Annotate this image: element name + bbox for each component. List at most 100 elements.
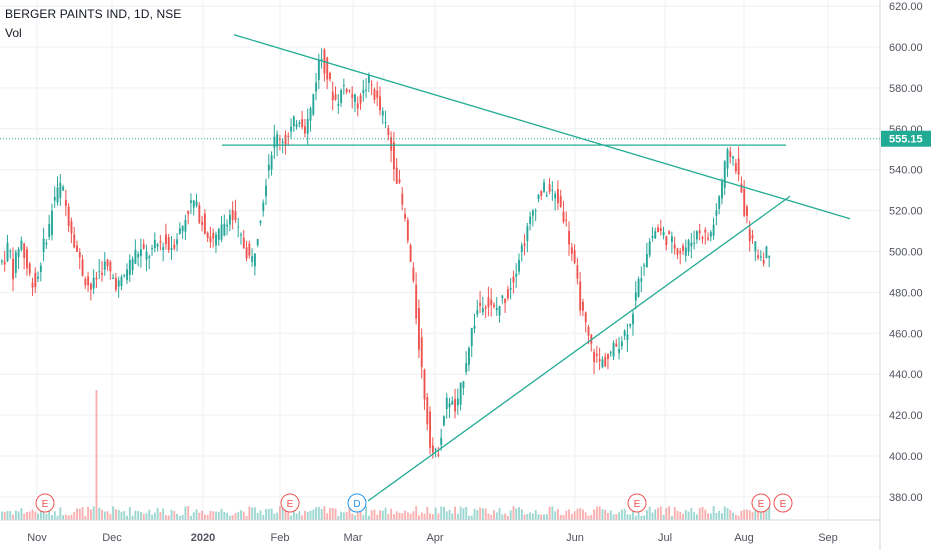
candle (209, 226, 212, 248)
candle-body (723, 161, 726, 188)
volume-bar (201, 510, 204, 520)
volume-bar (206, 514, 209, 520)
volume-bar (454, 506, 457, 520)
candle-body (687, 240, 690, 252)
dividend-marker[interactable]: D (347, 493, 367, 513)
candle-body (195, 201, 198, 206)
earnings-marker[interactable]: E (280, 493, 300, 513)
candle-body (509, 287, 512, 290)
volume-bar (51, 515, 53, 520)
earnings-marker[interactable]: E (35, 493, 55, 513)
volume-bar (253, 507, 256, 520)
volume-bar (506, 515, 509, 520)
candle-body (120, 276, 123, 286)
volume-bar (17, 511, 20, 520)
volume-bar (89, 509, 92, 520)
candle (454, 388, 457, 419)
candle-body (537, 194, 540, 200)
candle (23, 242, 26, 270)
candle (443, 415, 445, 427)
candle (673, 236, 676, 255)
price-axis[interactable]: 380.00 400.00 420.00 440.00 460.00 480.00 500.… (879, 0, 923, 550)
candle (1, 259, 3, 265)
volume-bar (317, 506, 320, 520)
volume-bar (662, 514, 665, 520)
volume-bar (712, 506, 715, 520)
candle (765, 245, 768, 259)
candle-body (267, 164, 270, 171)
volume-bar (170, 509, 173, 520)
volume-bar (568, 509, 571, 520)
candle (729, 146, 732, 164)
candle (593, 348, 596, 375)
marker-circle (347, 493, 367, 513)
volume-bar (643, 515, 646, 520)
candle-body (281, 142, 284, 144)
marker-circle (280, 493, 300, 513)
candle (629, 323, 632, 329)
volume-bar (723, 506, 726, 520)
candlestick-series (1, 48, 771, 459)
candle-body (67, 206, 70, 227)
candle (348, 89, 351, 94)
volume-bar (620, 509, 623, 520)
candle (167, 233, 170, 253)
candle-body (598, 359, 601, 362)
volume-bar (12, 514, 15, 520)
volume-bar (176, 513, 179, 520)
candle-body (612, 342, 615, 357)
candle (201, 215, 204, 232)
volume-bar (245, 515, 248, 520)
candle (234, 199, 237, 223)
candle-body (620, 341, 623, 347)
y-tick-label: 620.00 (889, 1, 923, 13)
candle-body (226, 224, 229, 227)
candle-body (746, 206, 748, 216)
volume-bar (3, 511, 6, 520)
time-axis[interactable]: Nov Dec 2020 Feb Mar Apr Jun Jul Aug Sep (0, 519, 880, 544)
candle (98, 259, 101, 280)
candle-body (206, 232, 209, 238)
x-tick-label: Jun (566, 532, 584, 544)
candle-body (42, 238, 45, 253)
candle-body (190, 200, 192, 203)
candle-body (534, 210, 537, 212)
candle (265, 178, 267, 206)
volume-bar (390, 508, 393, 520)
candle (376, 81, 379, 107)
volume-bar (576, 508, 579, 520)
candle (248, 240, 251, 259)
candle (392, 131, 395, 182)
volume-bar (126, 515, 128, 520)
candle-body (626, 334, 629, 341)
candle-body (56, 187, 59, 203)
candle (64, 189, 67, 217)
volume-indicator-label[interactable]: Vol (5, 26, 22, 40)
candle (734, 158, 737, 175)
candle-body (504, 298, 507, 303)
candle (623, 329, 626, 340)
candle-body (337, 104, 340, 106)
candle (390, 131, 393, 163)
y-tick-label: 540.00 (889, 165, 923, 177)
candle (468, 346, 470, 372)
candle (690, 232, 693, 259)
candle (568, 221, 571, 256)
volume-bar (354, 515, 356, 520)
candle (687, 238, 690, 256)
earnings-marker[interactable]: E (773, 493, 793, 513)
earnings-marker[interactable]: E (627, 493, 647, 513)
candle-body (726, 149, 729, 169)
candle-body (20, 240, 23, 250)
volume-bar (573, 511, 576, 520)
candle-body (412, 267, 415, 281)
candle (198, 202, 201, 225)
candle-body (712, 224, 715, 236)
volume-bar (765, 508, 768, 520)
volume-bar (76, 508, 78, 520)
earnings-marker[interactable]: E (751, 493, 771, 513)
candle-body (329, 72, 331, 79)
y-tick-label: 500.00 (889, 247, 923, 259)
